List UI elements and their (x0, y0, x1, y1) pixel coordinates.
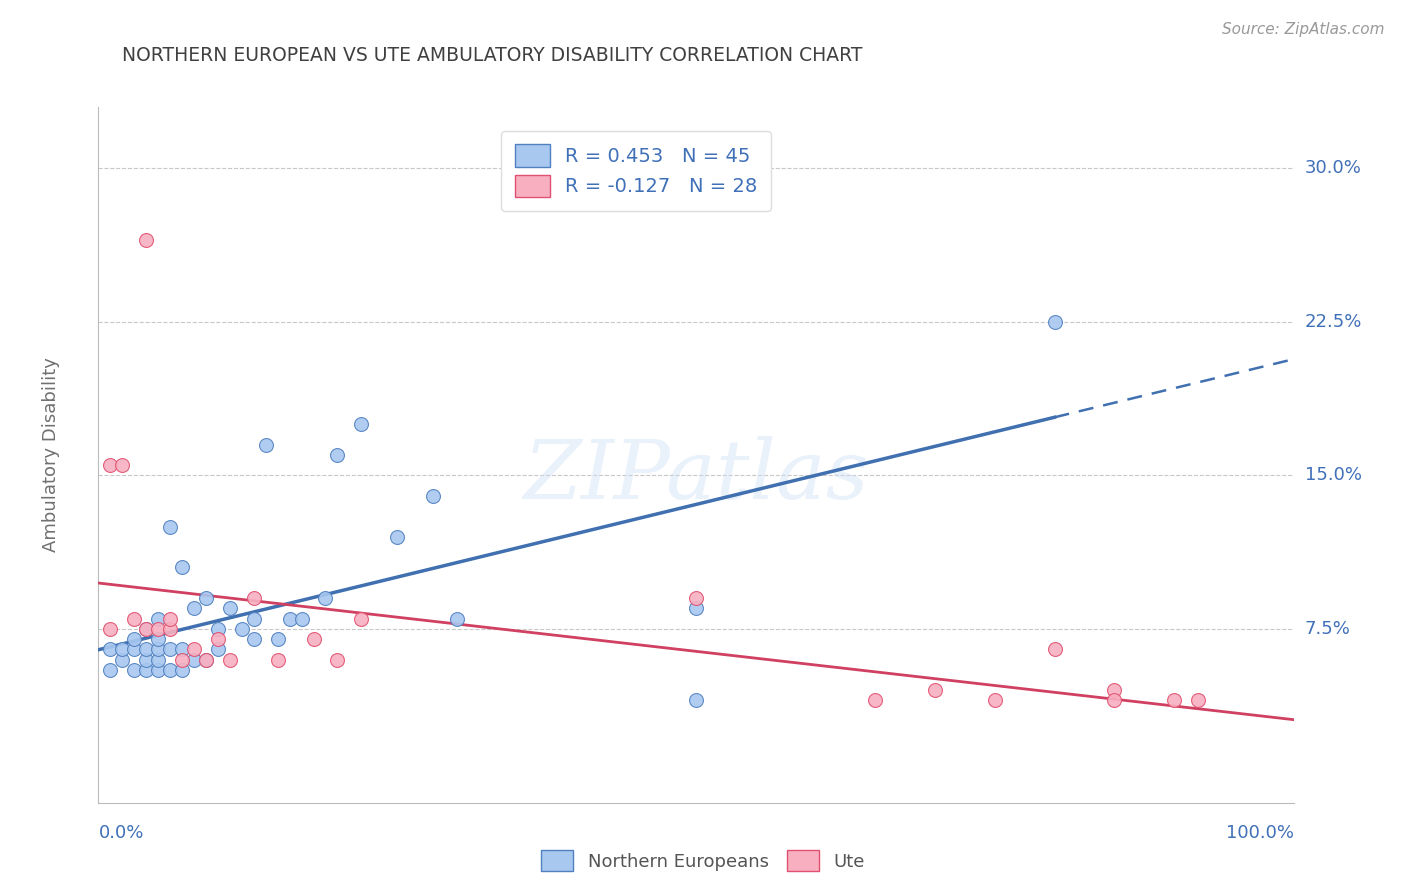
Point (350, 417, 373, 432)
Point (1163, 693, 1185, 707)
Text: NORTHERN EUROPEAN VS UTE AMBULATORY DISABILITY CORRELATION CHART: NORTHERN EUROPEAN VS UTE AMBULATORY DISA… (122, 46, 863, 65)
Text: ZIPatlas: ZIPatlas (523, 436, 869, 516)
Point (183, 642, 205, 657)
Point (159, 519, 181, 533)
Point (422, 489, 444, 503)
Point (243, 632, 266, 646)
Point (350, 612, 373, 626)
Point (1043, 315, 1066, 329)
Text: 22.5%: 22.5% (1305, 313, 1362, 331)
Point (172, 652, 194, 666)
Point (135, 622, 157, 636)
Point (219, 652, 242, 666)
Point (315, 591, 337, 606)
Point (135, 663, 157, 677)
Legend: Northern Europeans, Ute: Northern Europeans, Ute (534, 843, 872, 879)
Point (124, 663, 146, 677)
Point (685, 693, 707, 707)
Point (207, 632, 229, 646)
Point (267, 652, 290, 666)
Point (135, 642, 157, 657)
Point (243, 591, 266, 606)
Point (98, 663, 122, 677)
Point (1043, 642, 1066, 657)
Point (148, 663, 170, 677)
Point (183, 601, 205, 615)
Point (385, 530, 409, 544)
Point (207, 642, 229, 657)
Text: Ambulatory Disability: Ambulatory Disability (42, 358, 59, 552)
Point (685, 601, 707, 615)
Point (291, 612, 314, 626)
Point (924, 683, 946, 698)
Point (195, 652, 218, 666)
Point (195, 652, 218, 666)
Point (326, 652, 349, 666)
Point (98, 642, 122, 657)
Point (1104, 693, 1126, 707)
Point (267, 632, 290, 646)
Text: Source: ZipAtlas.com: Source: ZipAtlas.com (1222, 22, 1385, 37)
Legend: R = 0.453   N = 45, R = -0.127   N = 28: R = 0.453 N = 45, R = -0.127 N = 28 (501, 130, 772, 211)
Point (172, 642, 194, 657)
Point (183, 652, 205, 666)
Point (111, 458, 134, 472)
Text: 100.0%: 100.0% (1226, 823, 1294, 842)
Point (98, 622, 122, 636)
Point (159, 663, 181, 677)
Point (159, 622, 181, 636)
Text: 7.5%: 7.5% (1305, 620, 1351, 638)
Text: 0.0%: 0.0% (98, 823, 143, 842)
Point (124, 632, 146, 646)
Point (254, 438, 277, 452)
Point (148, 642, 170, 657)
Point (159, 642, 181, 657)
Point (685, 591, 707, 606)
Point (148, 612, 170, 626)
Point (172, 560, 194, 574)
Point (865, 693, 887, 707)
Point (1104, 683, 1126, 698)
Point (124, 642, 146, 657)
Point (135, 233, 157, 247)
Point (148, 622, 170, 636)
Point (148, 652, 170, 666)
Point (243, 612, 266, 626)
Point (195, 591, 218, 606)
Point (446, 612, 468, 626)
Point (219, 601, 242, 615)
Point (984, 693, 1007, 707)
Point (135, 622, 157, 636)
Point (159, 612, 181, 626)
Point (98, 458, 122, 472)
Point (207, 622, 229, 636)
Point (148, 632, 170, 646)
Point (111, 642, 134, 657)
Point (111, 652, 134, 666)
Point (172, 663, 194, 677)
Text: 30.0%: 30.0% (1305, 160, 1361, 178)
Text: 15.0%: 15.0% (1305, 467, 1361, 484)
Point (302, 632, 325, 646)
Point (326, 448, 349, 462)
Point (231, 622, 253, 636)
Point (1187, 693, 1209, 707)
Point (135, 652, 157, 666)
Point (278, 612, 301, 626)
Point (124, 612, 146, 626)
